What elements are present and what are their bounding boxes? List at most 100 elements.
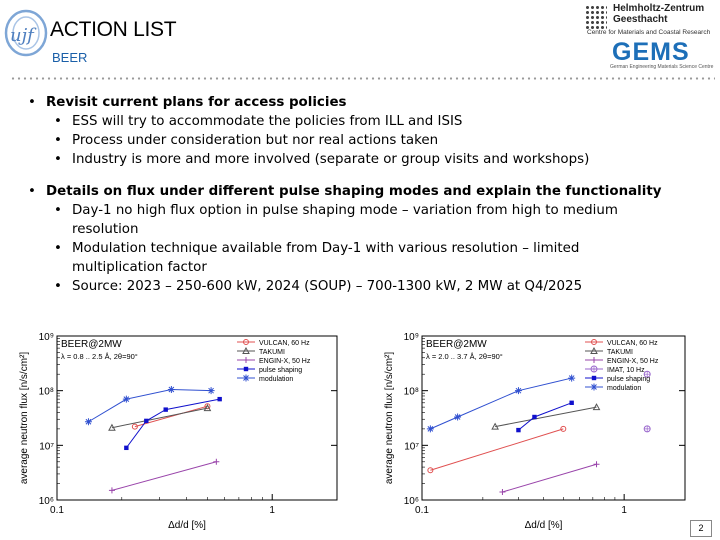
y-tick-label: 10⁹ [404, 332, 419, 343]
x-tick-label: 0.1 [415, 505, 429, 516]
sub-bullet: • ESS will try to accommodate the policie… [54, 114, 463, 129]
data-point [427, 467, 434, 474]
chart-title: BEER@2MW [426, 339, 487, 350]
x-axis-label: Δd/d [%] [168, 520, 206, 531]
legend-entry: TAKUMI [237, 346, 285, 356]
y-tick-label: 10⁶ [404, 496, 419, 507]
legend-label: VULCAN, 60 Hz [607, 340, 658, 347]
series-line [495, 406, 597, 428]
y-axis-label: average neutron flux [n/s/cm²] [384, 352, 395, 485]
data-point [499, 489, 506, 496]
data-point [514, 387, 522, 395]
data-point [591, 339, 597, 345]
legend-label: pulse shaping [607, 376, 650, 383]
data-point [242, 374, 250, 382]
plot-frame [56, 335, 338, 501]
series-imat-10-hz [643, 370, 651, 433]
series-engin-x-50-hz [499, 461, 600, 496]
y-tick-label: 10⁸ [39, 387, 54, 398]
data-point [167, 386, 175, 394]
data-point [243, 366, 249, 372]
series-vulcan-60-hz [131, 403, 211, 430]
y-axis-label: average neutron flux [n/s/cm²] [19, 352, 30, 485]
sub-bullet: • Source: 2023 – 250-600 kW, 2024 (SOUP) … [54, 279, 583, 294]
slide-header: ujf ACTION LIST BEER Helmholtz-Zentrum G… [0, 0, 720, 80]
svg-text:ujf: ujf [10, 25, 37, 46]
plot-frame [421, 335, 686, 501]
data-point [84, 418, 92, 426]
x-tick-label: 1 [269, 505, 275, 516]
y-tick-label: 10⁷ [404, 441, 419, 452]
data-point [217, 396, 222, 402]
data-point-cross [644, 371, 651, 378]
legend-entry: modulation [237, 374, 293, 383]
legend-entry: VULCAN, 60 Hz [237, 339, 310, 347]
flux-chart-left: 10⁶ 10⁷ 10⁸ 10⁹ 0.1 1 Δd/d [%] average neutron … [12, 328, 342, 540]
data-point [131, 423, 138, 430]
y-tick-label: 10⁹ [39, 332, 54, 343]
data-point [591, 357, 597, 363]
legend-label: TAKUMI [607, 349, 633, 356]
legend-entry: ENGIN-X, 50 Hz [237, 357, 311, 365]
x-tick-label: 0.1 [50, 505, 64, 516]
hzg-logo: Helmholtz-Zentrum Geesthacht Centre for … [585, 2, 720, 38]
series-line [111, 407, 208, 429]
ujf-logo-icon: ujf [4, 9, 48, 57]
series-modulation [426, 374, 576, 433]
x-axis-label: Δd/d [%] [525, 520, 563, 531]
data-point [516, 427, 521, 433]
hzg-name: Helmholtz-Zentrum Geesthacht [613, 3, 705, 25]
bullet-flux-details: Details on flux under different pulse sh… [26, 182, 716, 201]
data-point [569, 400, 574, 405]
sub-bullet: • Modulation technique available from Day… [54, 241, 580, 275]
series-vulcan-60-hz [427, 425, 567, 474]
data-point [560, 425, 567, 432]
gems-logo: GEMS [612, 38, 690, 66]
data-point [204, 403, 211, 410]
data-point [213, 458, 220, 465]
data-point [243, 357, 249, 363]
legend-label: modulation [607, 385, 641, 392]
legend-label: IMAT, 10 Hz [607, 367, 645, 374]
data-point [242, 346, 250, 354]
series-takumi [108, 404, 212, 431]
data-point [243, 339, 249, 345]
series-pulse-shaping [124, 396, 222, 451]
legend-entry: IMAT, 10 Hz [585, 365, 645, 374]
legend-entry: ENGIN-X, 50 Hz [585, 357, 659, 365]
bullet-list: Revisit current plans for access policie… [26, 93, 716, 296]
data-point [532, 414, 537, 420]
sub-bullet: • Day-1 no high flux option in pulse shap… [54, 203, 618, 237]
header-divider [10, 77, 715, 80]
data-point [163, 407, 168, 412]
legend-entry: pulse shaping [585, 375, 650, 383]
chart-annotation: λ = 0.8 .. 2.5 Å, 2θ=90° [61, 352, 138, 361]
x-tick-label: 1 [621, 505, 627, 516]
gems-subtitle: German Engineering Materials Science Cen… [610, 64, 714, 70]
series-line [88, 389, 212, 423]
data-point [108, 487, 115, 494]
y-tick-label: 10⁷ [39, 441, 54, 452]
data-point [203, 404, 212, 412]
y-tick-label: 10⁶ [39, 496, 54, 507]
legend-entry: VULCAN, 60 Hz [585, 339, 658, 347]
series-line [111, 461, 217, 491]
series-pulse-shaping [516, 400, 574, 433]
y-tick-label: 10⁸ [404, 387, 419, 398]
data-point [592, 403, 601, 411]
data-point [124, 445, 129, 451]
legend-entry: modulation [585, 383, 641, 392]
sub-bullet: • Process under consideration but nor rea… [54, 133, 439, 148]
hzg-grid-icon [585, 5, 607, 29]
series-engin-x-50-hz [108, 458, 220, 494]
legend-label: modulation [259, 376, 293, 383]
hzg-subtitle: Centre for Materials and Coastal Researc… [587, 29, 711, 36]
legend-label: pulse shaping [259, 367, 302, 374]
slide-subtitle: BEER [52, 50, 88, 65]
data-point [122, 395, 130, 403]
flux-chart-right: 10⁶ 10⁷ 10⁸ 10⁹ 0.1 1 Δd/d [%] average neutron … [380, 328, 690, 540]
data-point [207, 387, 215, 395]
page-number: 2 [690, 520, 712, 537]
series-line [125, 398, 220, 449]
slide-title: ACTION LIST [50, 18, 177, 41]
